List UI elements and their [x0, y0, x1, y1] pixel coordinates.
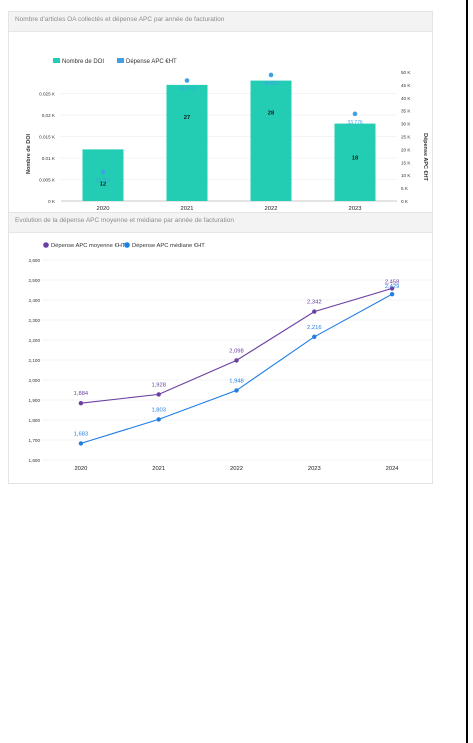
- legend-label-median: Dépense APC médiane €HT: [132, 243, 205, 249]
- doi-apc-chart-card: Nombre d'articles OA collectés et dépens…: [8, 11, 433, 213]
- point-label-mean: 2,342: [307, 300, 322, 306]
- bar-doi: [82, 149, 124, 201]
- y-tick-label-right: 35 K: [401, 109, 411, 114]
- point-label-median: 2,429: [385, 284, 400, 290]
- apc-point: [268, 72, 274, 78]
- y-tick-label-left: 0.005 K: [39, 178, 56, 183]
- y-tick-label-right: 15 K: [401, 160, 411, 165]
- y-tick-label: 2,100: [29, 358, 41, 363]
- y-tick-label: 1,900: [29, 398, 41, 403]
- legend-swatch-mean: [43, 242, 49, 248]
- x-tick-label: 2020: [74, 466, 87, 472]
- point-label-mean: 1,884: [74, 391, 89, 397]
- y-tick-label: 2,500: [29, 278, 41, 283]
- y-tick-label-left: 0.02 K: [42, 113, 56, 118]
- bar-value-label: 27: [184, 115, 190, 121]
- legend-label-apc: Dépense APC €HT: [126, 59, 177, 65]
- y-tick-label-right: 45 K: [401, 83, 411, 88]
- y-tick-label-left: 0 K: [48, 199, 56, 204]
- y-tick-label: 2,200: [29, 338, 41, 343]
- series-line-mean: [80, 287, 393, 404]
- apc-point: [100, 169, 106, 175]
- chart-title: Evolution de la dépense APC moyenne et m…: [15, 217, 234, 224]
- y-tick-label: 1,700: [29, 438, 41, 443]
- x-tick-label: 2022: [265, 206, 278, 212]
- y-tick-label-right: 0 K: [401, 199, 409, 204]
- x-tick-label: 2023: [308, 466, 321, 472]
- y-tick-label-left: 0.025 K: [39, 92, 56, 97]
- y-tick-label-right: 10 K: [401, 173, 411, 178]
- y-tick-label-right: 40 K: [401, 96, 411, 101]
- bar-value-label: 18: [352, 156, 359, 162]
- y-tick-label: 1,800: [29, 418, 41, 423]
- point-label-median: 1,948: [229, 378, 244, 384]
- series-line-median: [80, 293, 393, 444]
- y-tick-label-right: 20 K: [401, 147, 411, 152]
- point-label-mean: 2,458: [385, 279, 400, 285]
- y-tick-label-right: 30 K: [401, 122, 411, 127]
- y-tick-label: 2,000: [29, 378, 41, 383]
- point-mean: [78, 401, 84, 406]
- apc-value-label: 46 702: [179, 87, 195, 93]
- x-tick-label: 2022: [230, 466, 243, 472]
- point-label-median: 2,216: [307, 325, 322, 331]
- y-axis-label-right: Dépense APC €HT: [422, 133, 428, 181]
- bar-value-label: 28: [268, 111, 275, 117]
- point-label-mean: 1,928: [151, 382, 166, 388]
- x-tick-label: 2023: [349, 206, 362, 212]
- legend: Dépense APC moyenne €HT Dépense APC médi…: [43, 242, 205, 249]
- y-tick-label: 2,600: [29, 258, 41, 263]
- x-tick-label: 2020: [97, 206, 110, 212]
- y-tick-label-right: 25 K: [401, 135, 411, 140]
- doi-apc-bar-chart: Nombre de DOI Dépense APC €HT Nombre de …: [26, 58, 428, 212]
- x-tick-label: 2021: [152, 466, 165, 472]
- apc-point: [184, 78, 190, 83]
- point-mean: [312, 309, 317, 314]
- point-label-median: 1,803: [151, 407, 166, 413]
- y-tick-label-right: 50 K: [401, 70, 411, 75]
- point-median: [234, 388, 239, 393]
- apc-point: [352, 111, 358, 117]
- bar-doi: [250, 80, 292, 201]
- legend-swatch-median: [124, 242, 130, 248]
- point-mean: [156, 392, 161, 397]
- apc-value-label: 33 776: [347, 120, 363, 126]
- apc-mean-median-chart-card: Evolution de la dépense APC moyenne et m…: [8, 212, 433, 484]
- bar-doi: [334, 123, 376, 201]
- y-tick-label-right: 5 K: [401, 186, 409, 191]
- point-median: [312, 334, 317, 339]
- legend-label-mean: Dépense APC moyenne €HT: [51, 243, 126, 249]
- y-tick-label: 1,600: [29, 458, 41, 463]
- point-median: [389, 292, 395, 297]
- point-label-mean: 2,098: [229, 348, 244, 354]
- y-tick-label: 2,300: [29, 318, 41, 323]
- legend-swatch-apc: [117, 58, 124, 63]
- bar-value-label: 12: [100, 181, 106, 187]
- apc-value-label: 11 254: [96, 178, 111, 184]
- page-edge-line: [466, 0, 468, 743]
- legend-label-doi: Nombre de DOI: [62, 59, 104, 65]
- legend-swatch-doi: [53, 58, 60, 63]
- x-tick-label: 2021: [181, 206, 194, 212]
- point-label-median: 1,683: [74, 431, 89, 437]
- apc-line-chart: Dépense APC moyenne €HT Dépense APC médi…: [29, 242, 431, 472]
- chart-header: Nombre d'articles OA collectés et dépens…: [9, 12, 432, 32]
- y-tick-label: 2,400: [29, 298, 41, 303]
- bar-doi: [166, 84, 208, 201]
- y-tick-label-left: 0.015 K: [39, 135, 56, 140]
- y-tick-label-left: 0.01 K: [42, 156, 56, 161]
- y-axis-label-left: Nombre de DOI: [26, 134, 32, 175]
- x-tick-label: 2024: [386, 466, 400, 472]
- point-median: [78, 441, 84, 446]
- legend: Nombre de DOI Dépense APC €HT: [53, 58, 177, 65]
- chart-title: Nombre d'articles OA collectés et dépens…: [15, 16, 225, 23]
- apc-value-label: 48 853: [263, 81, 279, 87]
- point-median: [156, 417, 161, 422]
- point-mean: [389, 286, 395, 291]
- chart-header: Evolution de la dépense APC moyenne et m…: [9, 213, 432, 233]
- point-mean: [234, 358, 239, 363]
